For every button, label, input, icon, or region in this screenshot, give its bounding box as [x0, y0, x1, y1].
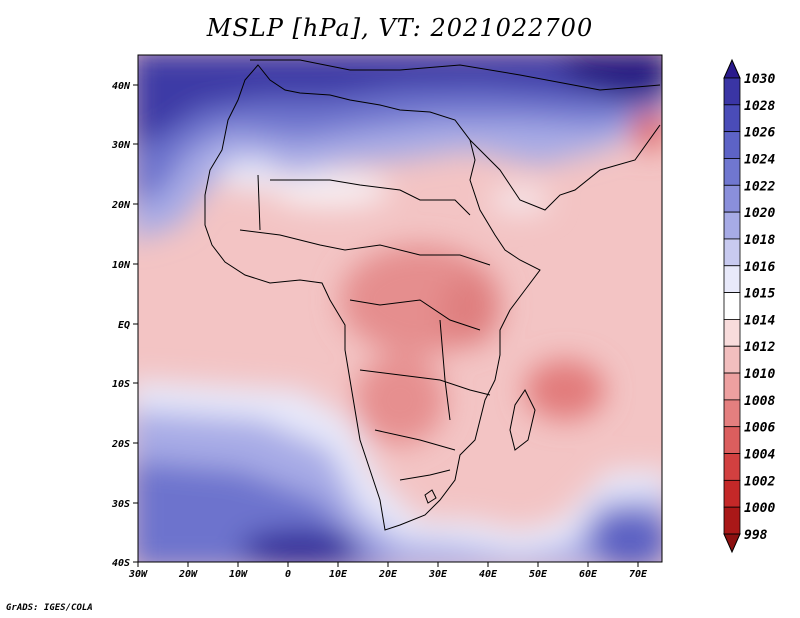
colorbar-segment [723, 506, 741, 535]
x-tick-label: 0 [285, 569, 291, 580]
x-tick-label: 30E [428, 569, 448, 580]
colorbar-level-label: 1014 [744, 313, 775, 328]
colorbar-segment [723, 453, 741, 481]
colorbar-level-label: 1008 [744, 394, 775, 409]
plot-frame [137, 54, 663, 563]
y-axis-labels: 40N 30N 20N 10N EQ 10S 20S 30S 40S [111, 81, 131, 569]
colorbar-segment [723, 479, 741, 508]
colorbar-level-label: 1016 [744, 260, 775, 275]
colorbar-level-label: 1010 [744, 367, 775, 382]
x-tick-label: 10W [229, 569, 248, 580]
x-tick-label: 70E [629, 569, 648, 580]
colorbar-segment [723, 104, 741, 133]
y-tick-label: 20N [111, 200, 131, 211]
y-tick-label: 30N [111, 140, 131, 151]
colorbar-segment [723, 265, 741, 293]
colorbar-segment [723, 238, 741, 267]
colorbar-level-label: 1015 [744, 287, 775, 302]
colorbar-level-label: 1012 [744, 340, 775, 355]
colorbar: 1030 1028 1026 1024 1022 1020 1018 1016 1015 1014… [723, 58, 775, 554]
x-tick-label: 50E [529, 569, 548, 580]
colorbar-level-label: 1004 [744, 448, 775, 463]
y-tick-label: 20S [111, 439, 130, 450]
colorbar-segment [723, 158, 741, 186]
colorbar-segment [723, 399, 741, 428]
colorbar-segment [723, 372, 741, 401]
colorbar-segment [723, 319, 741, 347]
colorbar-level-label: 1024 [744, 152, 775, 167]
y-tick-label: 10S [112, 379, 130, 390]
colorbar-level-label: 1006 [744, 421, 775, 436]
grads-credit: GrADS: IGES/COLA [6, 603, 93, 613]
colorbar-level-label: 1002 [744, 474, 775, 489]
colorbar-level-label: 1020 [744, 206, 775, 221]
colorbar-level-label: 1026 [744, 126, 775, 141]
x-tick-label: 60E [579, 569, 598, 580]
colorbar-segment [723, 426, 741, 454]
colorbar-level-label: 1028 [744, 99, 775, 114]
x-axis-labels: 30W 20W 10W 0 10E 20E 30E 40E 50E 60E 70… [128, 569, 648, 580]
x-tick-label: 30W [128, 569, 148, 580]
x-tick-label: 40E [479, 569, 498, 580]
colorbar-segment [723, 345, 741, 374]
colorbar-top-arrow [723, 58, 741, 79]
y-tick-label: 10N [112, 260, 131, 271]
colorbar-segment [723, 211, 741, 240]
axis-ticks [133, 84, 639, 567]
x-tick-label: 20E [378, 569, 398, 580]
colorbar-segment [723, 184, 741, 213]
coastlines [204, 59, 661, 531]
map-title: MSLP [hPa], VT: 2021022700 [206, 14, 594, 42]
colorbar-segment [723, 292, 741, 320]
colorbar-segment [723, 131, 741, 159]
colorbar-segment [723, 77, 741, 106]
x-tick-label: 10E [329, 569, 348, 580]
colorbar-bottom-arrow [723, 533, 741, 554]
y-tick-label: 40N [112, 81, 131, 92]
pressure-field [138, 55, 662, 562]
x-tick-label: 20W [178, 569, 198, 580]
colorbar-level-label: 1018 [744, 233, 775, 248]
y-tick-label: 30S [111, 499, 130, 510]
colorbar-level-label: 1022 [744, 179, 775, 194]
y-tick-label: EQ [118, 320, 130, 331]
y-tick-label: 40S [112, 558, 130, 569]
colorbar-level-label: 998 [744, 528, 768, 543]
colorbar-level-label: 1030 [744, 72, 775, 87]
colorbar-level-label: 1000 [744, 501, 775, 516]
